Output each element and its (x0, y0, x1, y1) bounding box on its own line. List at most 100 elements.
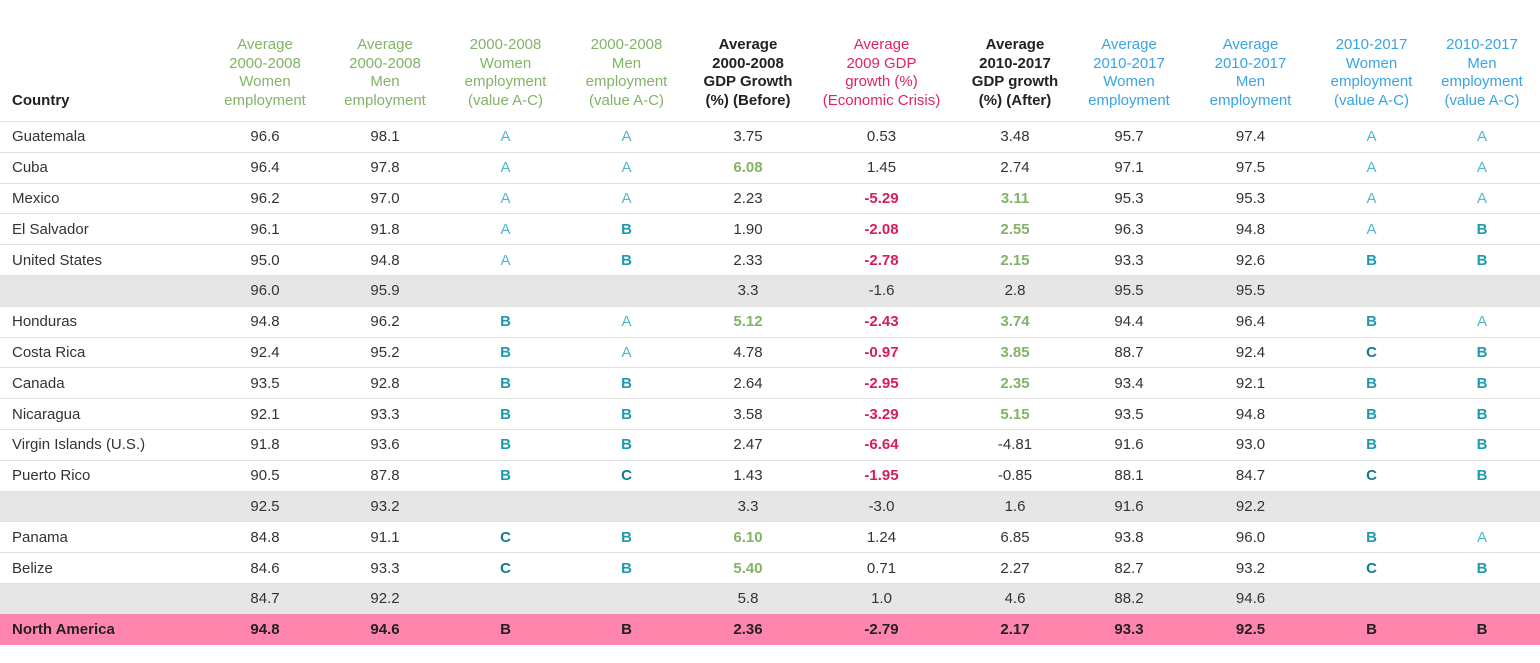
cell-avg-2010-2017-men: 92.5 (1182, 613, 1319, 645)
cell-avg-2010-2017-men: 92.2 (1182, 490, 1319, 522)
cell-avg-2000-2008-women: 90.5 (205, 459, 325, 492)
cell-2000-2008-men-grade (566, 274, 687, 307)
table-row: Cuba 96.4 97.8 A A 6.08 1.45 2.74 97.1 97.5 A A (0, 151, 1540, 184)
header-2010-2017-women-grade: 2010-2017 Women employment (value A-C) (1330, 36, 1413, 109)
cell-2000-2008-women-grade: B (445, 336, 566, 368)
cell-avg-2000-2008-men: 92.8 (325, 367, 445, 399)
cell-country (0, 582, 205, 615)
cell-gdp-after: 6.85 (954, 521, 1076, 553)
cell-gdp-before: 3.58 (687, 398, 809, 430)
cell-avg-2010-2017-women: 93.4 (1076, 367, 1182, 399)
cell-avg-2000-2008-men: 93.3 (325, 552, 445, 584)
cell-avg-2010-2017-men: 84.7 (1182, 459, 1319, 492)
cell-avg-2000-2008-women: 91.8 (205, 428, 325, 461)
cell-2010-2017-men-grade: B (1424, 336, 1540, 368)
cell-avg-2000-2008-women: 92.4 (205, 336, 325, 368)
cell-2010-2017-women-grade: C (1319, 552, 1424, 584)
cell-avg-2010-2017-women: 82.7 (1076, 552, 1182, 584)
cell-avg-2000-2008-men: 95.9 (325, 274, 445, 307)
cell-avg-2000-2008-men: 96.2 (325, 305, 445, 338)
cell-gdp-after: -4.81 (954, 428, 1076, 461)
header-avg-2010-2017-men: Average 2010-2017 Men employment (1209, 36, 1292, 109)
header-gdp-crisis: Average 2009 GDP growth (%) (Economic Crisi… (822, 36, 941, 109)
cell-2010-2017-women-grade: C (1319, 336, 1424, 368)
cell-avg-2010-2017-men: 97.5 (1182, 151, 1319, 184)
cell-avg-2000-2008-women: 94.8 (205, 305, 325, 338)
cell-2010-2017-men-grade: B (1424, 244, 1540, 276)
cell-gdp-after: 3.74 (954, 305, 1076, 338)
cell-2000-2008-men-grade: B (566, 521, 687, 553)
cell-avg-2000-2008-women: 92.5 (205, 490, 325, 522)
cell-avg-2000-2008-men: 93.2 (325, 490, 445, 522)
cell-avg-2010-2017-men: 94.8 (1182, 398, 1319, 430)
cell-2000-2008-women-grade: A (445, 182, 566, 214)
cell-avg-2010-2017-women: 95.3 (1076, 182, 1182, 214)
cell-gdp-before: 2.23 (687, 182, 809, 214)
cell-avg-2000-2008-women: 92.1 (205, 398, 325, 430)
header-gdp-after: Average 2010-2017 GDP growth (%) (After) (971, 36, 1059, 109)
cell-avg-2010-2017-men: 92.6 (1182, 244, 1319, 276)
header-avg-2000-2008-men: Average 2000-2008 Men employment (344, 36, 426, 109)
header-2000-2008-men-grade: 2000-2008 Men employment (value A-C) (585, 36, 668, 109)
cell-avg-2010-2017-men: 94.8 (1182, 213, 1319, 245)
cell-2000-2008-women-grade: B (445, 613, 566, 645)
cell-gdp-before: 2.33 (687, 244, 809, 276)
cell-gdp-after: 5.15 (954, 398, 1076, 430)
cell-2000-2008-women-grade: C (445, 521, 566, 553)
cell-avg-2000-2008-men: 98.1 (325, 121, 445, 153)
cell-2010-2017-men-grade: A (1424, 121, 1540, 153)
cell-country: Panama (0, 521, 205, 553)
table-row: Puerto Rico 90.5 87.8 B C 1.43 -1.95 -0.85 88.1 8… (0, 459, 1540, 492)
cell-gdp-before: 3.3 (687, 490, 809, 522)
cell-gdp-after: 2.27 (954, 552, 1076, 584)
cell-avg-2000-2008-men: 91.1 (325, 521, 445, 553)
cell-gdp-before: 3.75 (687, 121, 809, 153)
table-row: Virgin Islands (U.S.) 91.8 93.6 B B 2.47 -6.64… (0, 428, 1540, 461)
cell-avg-2010-2017-women: 88.7 (1076, 336, 1182, 368)
cell-country: Belize (0, 552, 205, 584)
cell-2010-2017-men-grade: B (1424, 459, 1540, 492)
cell-avg-2010-2017-women: 93.3 (1076, 244, 1182, 276)
cell-2010-2017-women-grade (1319, 490, 1424, 522)
cell-avg-2000-2008-women: 96.2 (205, 182, 325, 214)
cell-avg-2000-2008-women: 96.1 (205, 213, 325, 245)
cell-gdp-crisis: 1.24 (809, 521, 954, 553)
cell-2010-2017-women-grade: C (1319, 459, 1424, 492)
cell-avg-2010-2017-women: 96.3 (1076, 213, 1182, 245)
cell-avg-2010-2017-women: 91.6 (1076, 490, 1182, 522)
cell-2010-2017-women-grade (1319, 274, 1424, 307)
cell-avg-2010-2017-women: 93.5 (1076, 398, 1182, 430)
cell-country: Canada (0, 367, 205, 399)
cell-avg-2010-2017-women: 88.2 (1076, 582, 1182, 615)
cell-gdp-crisis: -1.6 (809, 274, 954, 307)
subtotal-row: 92.5 93.2 3.3 -3.0 1.6 91.6 92.2 (0, 490, 1540, 522)
cell-gdp-crisis: 1.0 (809, 582, 954, 615)
cell-gdp-before: 4.78 (687, 336, 809, 368)
cell-2010-2017-women-grade: B (1319, 305, 1424, 338)
cell-avg-2010-2017-men: 93.0 (1182, 428, 1319, 461)
cell-gdp-before: 6.08 (687, 151, 809, 184)
cell-avg-2010-2017-women: 95.5 (1076, 274, 1182, 307)
cell-avg-2010-2017-men: 96.4 (1182, 305, 1319, 338)
cell-gdp-crisis: 1.45 (809, 151, 954, 184)
cell-2010-2017-women-grade: A (1319, 213, 1424, 245)
cell-2010-2017-women-grade: B (1319, 367, 1424, 399)
cell-avg-2000-2008-men: 92.2 (325, 582, 445, 615)
cell-avg-2010-2017-men: 95.3 (1182, 182, 1319, 214)
cell-gdp-after: 3.11 (954, 182, 1076, 214)
cell-gdp-crisis: 0.71 (809, 552, 954, 584)
cell-avg-2010-2017-women: 93.3 (1076, 613, 1182, 645)
cell-2010-2017-men-grade: B (1424, 398, 1540, 430)
subtotal-row: 96.0 95.9 3.3 -1.6 2.8 95.5 95.5 (0, 274, 1540, 307)
cell-2000-2008-women-grade (445, 582, 566, 615)
cell-gdp-after: 2.8 (954, 274, 1076, 307)
cell-2010-2017-women-grade: B (1319, 521, 1424, 553)
cell-avg-2010-2017-men: 95.5 (1182, 274, 1319, 307)
cell-country: Puerto Rico (0, 459, 205, 492)
cell-2010-2017-women-grade: A (1319, 182, 1424, 214)
cell-avg-2010-2017-women: 88.1 (1076, 459, 1182, 492)
table-row: Honduras 94.8 96.2 B A 5.12 -2.43 3.74 94.4 96.4 B… (0, 305, 1540, 338)
cell-avg-2000-2008-women: 84.8 (205, 521, 325, 553)
table-body: Guatemala 96.6 98.1 A A 3.75 0.53 3.48 95.7 97.4 A… (0, 121, 1540, 645)
cell-2010-2017-women-grade: A (1319, 151, 1424, 184)
